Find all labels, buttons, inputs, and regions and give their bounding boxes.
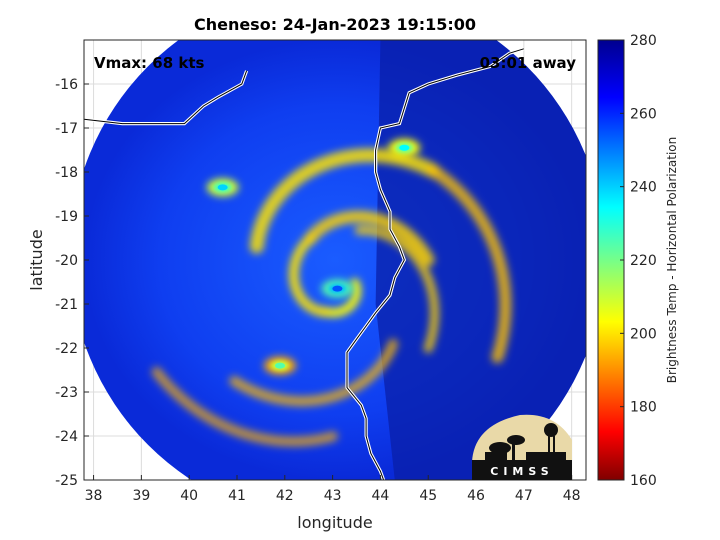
- y-axis-label: latitude: [27, 229, 46, 290]
- colorbar-tick-label: 240: [630, 180, 657, 196]
- colorbar-tick-label: 160: [630, 473, 657, 489]
- x-tick-label: 47: [515, 488, 533, 504]
- colorbar-label: Brightness Temp - Horizontal Polarizatio…: [665, 137, 679, 384]
- chart-title: Cheneso: 24-Jan-2023 19:15:00: [194, 15, 476, 34]
- cimss-logo: CIMSS: [472, 414, 572, 480]
- y-tick-label: -23: [55, 385, 78, 401]
- y-tick-label: -24: [55, 429, 78, 445]
- x-tick-label: 43: [324, 488, 342, 504]
- colorbar: 160 180 200 220 240 260 280 Brightness Temp - …: [597, 33, 679, 489]
- y-tick-label: -19: [55, 209, 78, 225]
- x-tick-label: 42: [276, 488, 294, 504]
- colorbar-tick-label: 220: [630, 253, 657, 269]
- rain-band: [321, 278, 362, 318]
- rain-band: [426, 164, 512, 364]
- y-tick-label: -22: [55, 341, 78, 357]
- y-tick-label: -20: [55, 253, 78, 269]
- x-axis-label: longitude: [297, 513, 372, 532]
- colorbar-tick-label: 260: [630, 106, 657, 122]
- rain-band: [229, 338, 399, 407]
- x-tick-label: 45: [419, 488, 437, 504]
- colorbar-gradient: [597, 39, 625, 481]
- rain-band: [288, 233, 331, 317]
- rain-band: [354, 225, 440, 353]
- y-tick-label: -18: [55, 165, 78, 181]
- colorbar-tick-label: 180: [630, 400, 657, 416]
- time-away-annotation: 03:01 away: [480, 54, 577, 72]
- x-tick-label: 38: [85, 488, 103, 504]
- x-tick-label: 41: [228, 488, 246, 504]
- y-tick-label: -21: [55, 297, 78, 313]
- x-tick-label: 46: [467, 488, 485, 504]
- x-tick-label: 40: [180, 488, 198, 504]
- cold-spot: [332, 285, 343, 292]
- vmax-annotation: Vmax: 68 kts: [94, 54, 204, 72]
- rain-band: [249, 148, 440, 254]
- swath: [84, 40, 586, 480]
- cold-spot: [217, 184, 228, 191]
- y-tick-label: -17: [55, 121, 78, 137]
- cold-spot: [399, 144, 410, 151]
- rain-band: [304, 210, 435, 266]
- x-tick-label: 39: [132, 488, 150, 504]
- rain-band: [151, 366, 338, 447]
- cold-spot: [275, 362, 286, 369]
- y-axis: -16 -17 -18 -19 -20 -21 -22 -23 -24 -25: [55, 77, 89, 489]
- colorbar-tick-label: 200: [630, 326, 657, 342]
- x-tick-label: 48: [563, 488, 581, 504]
- x-tick-label: 44: [372, 488, 390, 504]
- colorbar-tick-label: 280: [630, 33, 657, 49]
- coastline-outline: [84, 48, 524, 480]
- y-tick-label: -25: [55, 473, 78, 489]
- cimss-logo-text: CIMSS: [490, 465, 553, 478]
- y-tick-label: -16: [55, 77, 78, 93]
